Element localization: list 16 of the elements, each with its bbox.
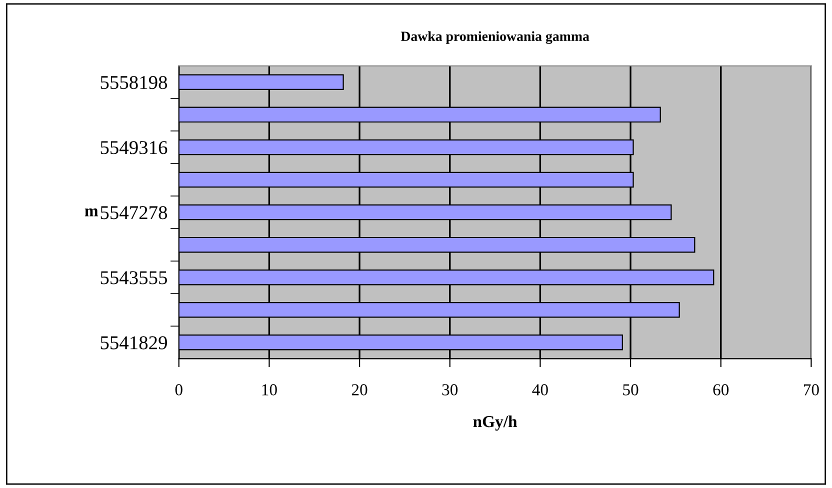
x-tick-label: 20 <box>352 384 368 396</box>
x-tick-label: 10 <box>262 384 277 396</box>
x-tick-label: 50 <box>623 384 638 396</box>
x-tick-label: 0 <box>175 384 182 396</box>
x-tick-label: 60 <box>713 384 729 396</box>
x-tick-label: 70 <box>804 384 819 396</box>
y-tick-label: 5549316 <box>100 141 168 154</box>
x-axis-title: nGy/h <box>473 415 518 431</box>
y-tick-label: 5541829 <box>100 336 167 350</box>
chart-title: Dawka promieniowania gamma <box>400 31 590 44</box>
y-tick-label: 5547278 <box>100 206 168 220</box>
y-tick-label: 5543555 <box>100 271 168 284</box>
x-tick-label: 40 <box>532 384 548 396</box>
x-tick-label: 30 <box>442 384 458 396</box>
y-tick-label: 5558198 <box>100 76 168 90</box>
y-axis-title: m <box>84 208 98 216</box>
